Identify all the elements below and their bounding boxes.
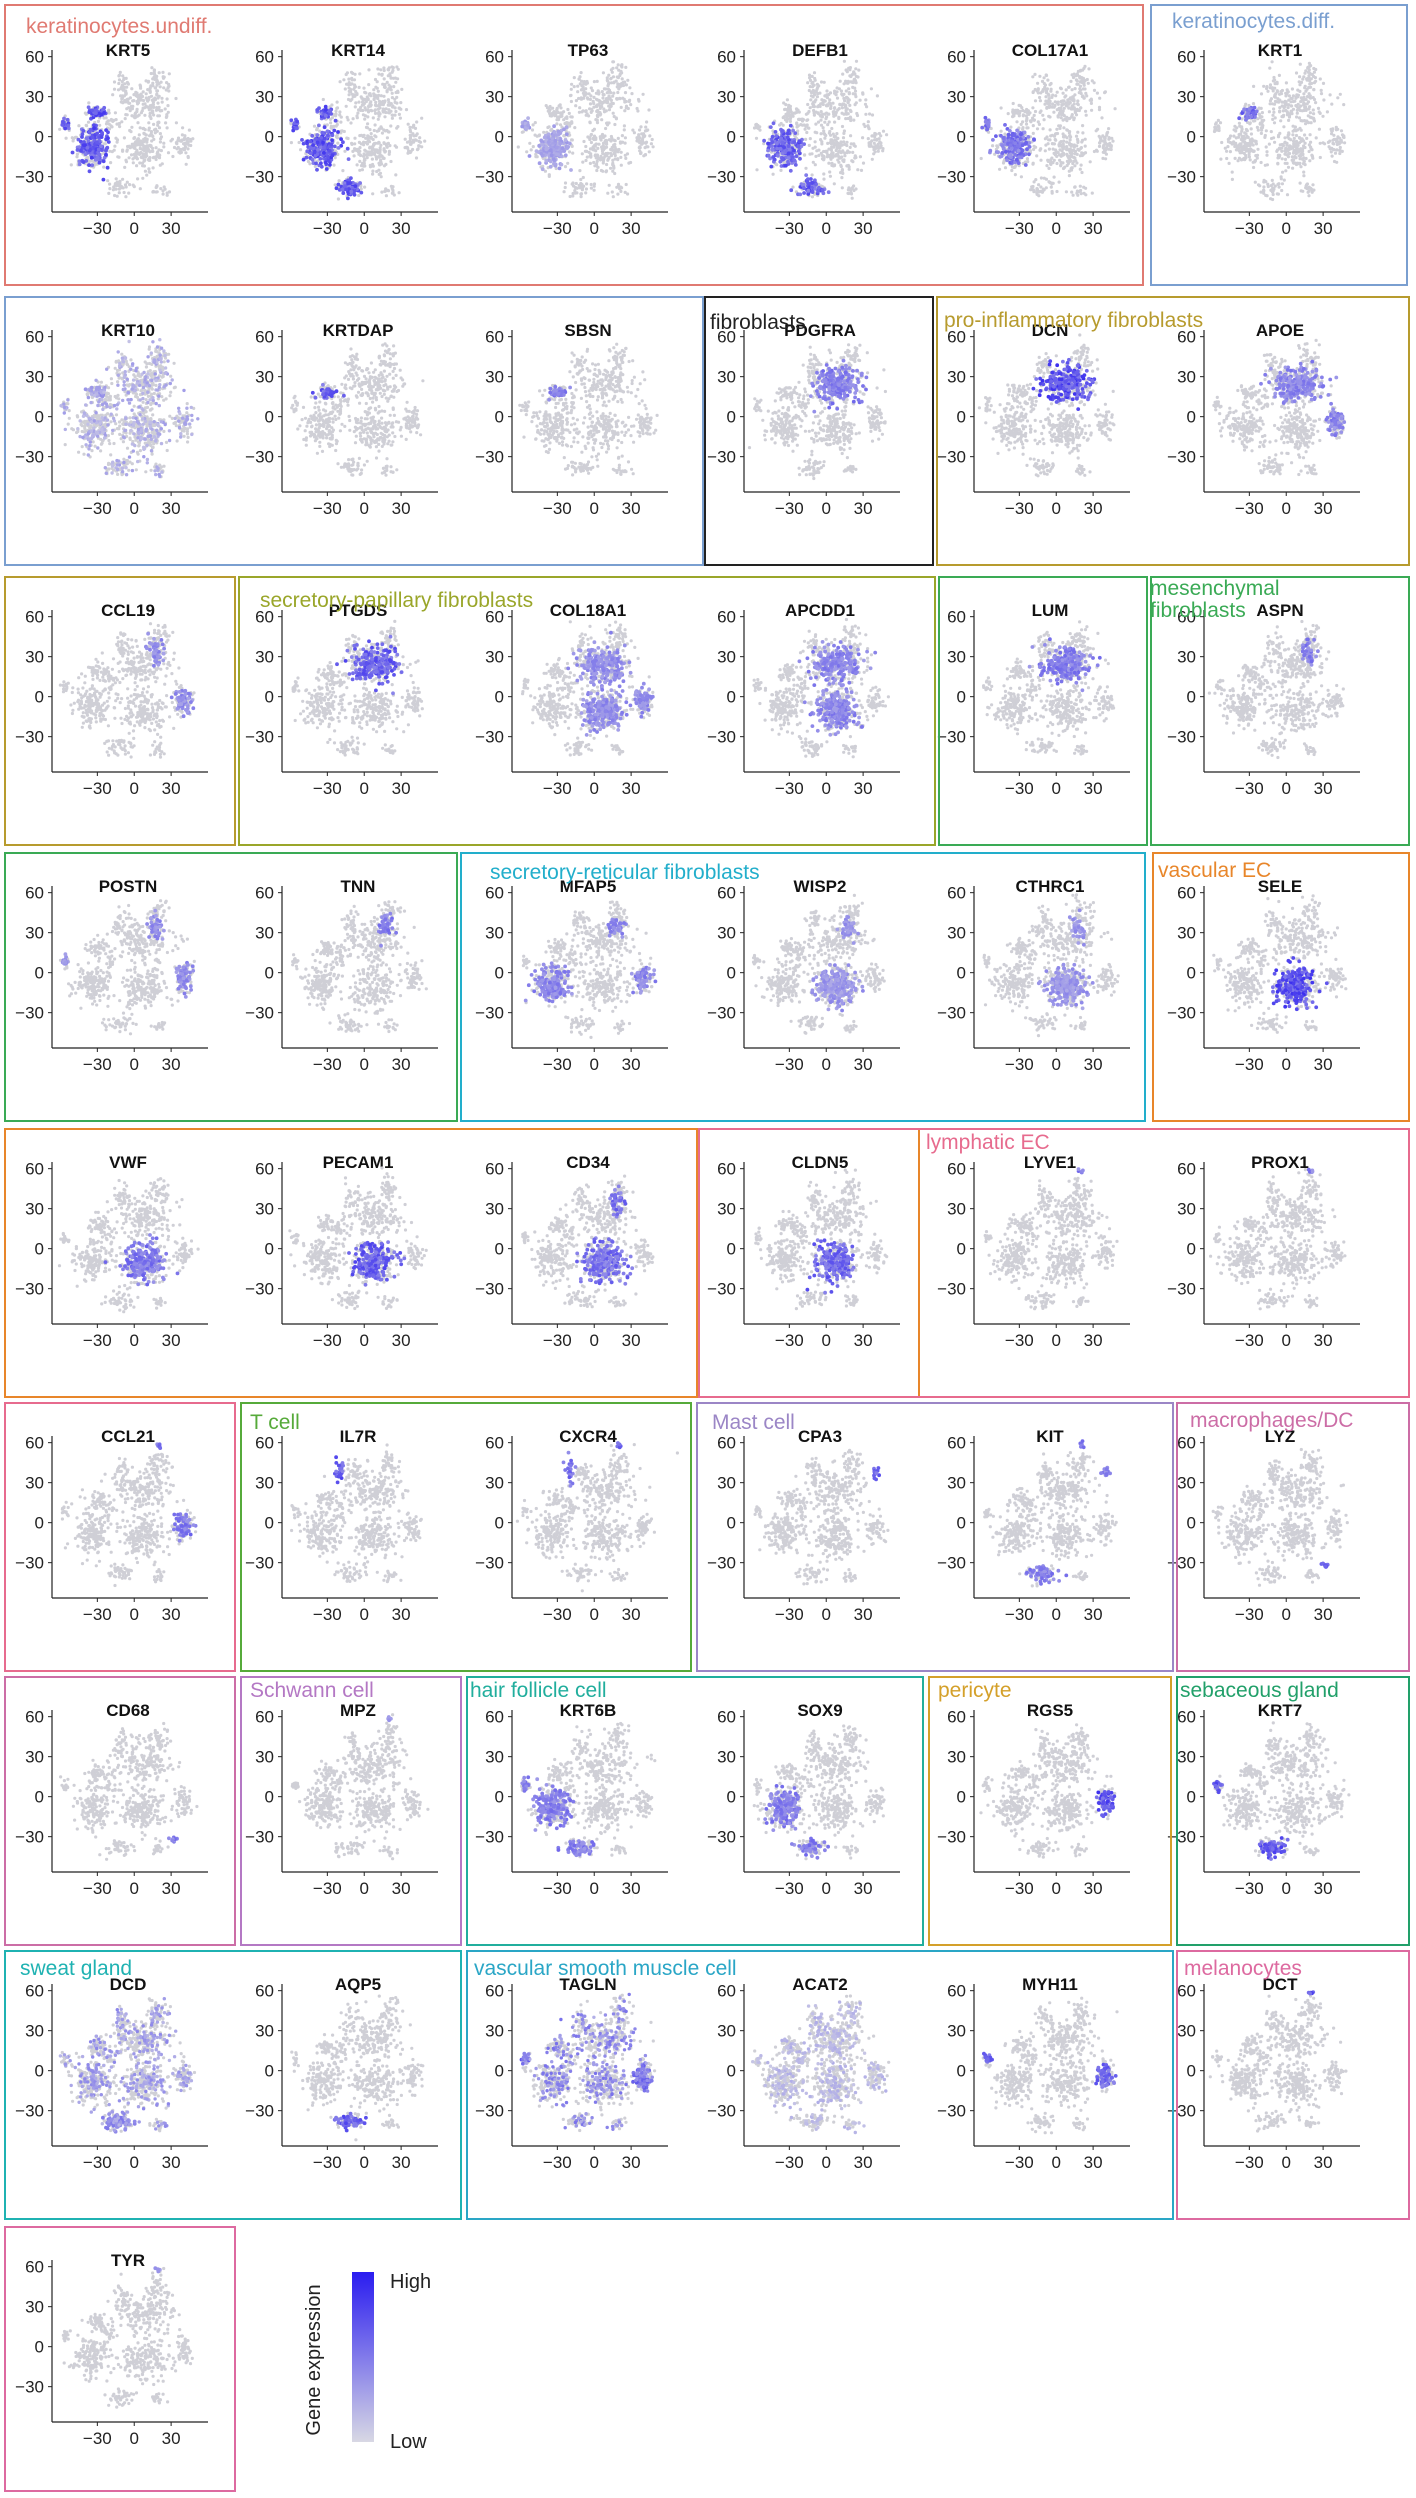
- panel-title: KRT5: [106, 41, 150, 60]
- panel-krt5: KRT5 60 30 0 −30 −30 0 30: [15, 41, 208, 238]
- y-tick-label: 0: [35, 128, 44, 147]
- y-tick-label: 30: [25, 88, 44, 107]
- x-tick-label: 0: [129, 219, 138, 238]
- x-tick-label: −30: [83, 219, 112, 238]
- y-tick-label: −30: [15, 168, 44, 187]
- cell-point: [113, 144, 117, 148]
- x-tick-label: 30: [162, 219, 181, 238]
- y-tick-label: 60: [25, 48, 44, 67]
- cell-point: [103, 142, 107, 146]
